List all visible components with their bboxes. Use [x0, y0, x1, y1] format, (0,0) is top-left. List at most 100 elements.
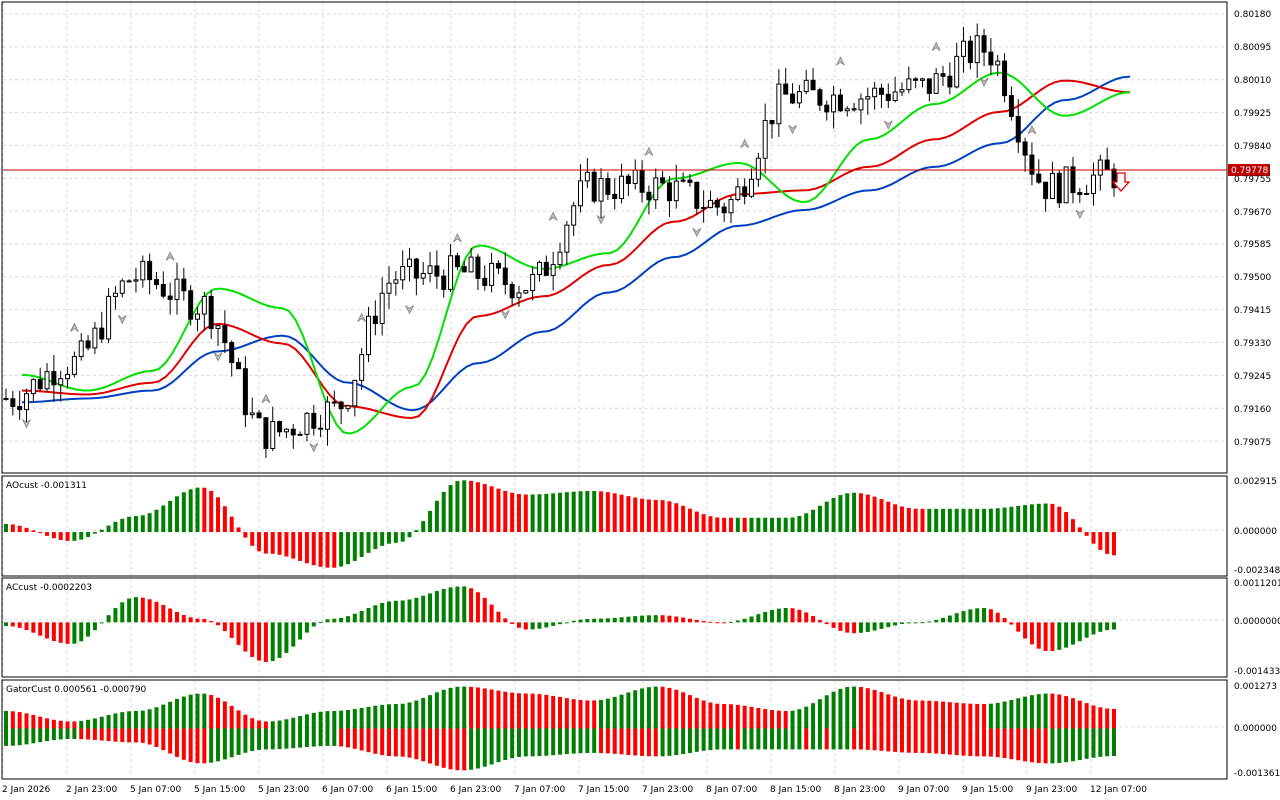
gator-lower-bar [277, 728, 282, 750]
candle-body [817, 89, 823, 106]
ac-bar [106, 615, 111, 623]
gator-upper-bar [626, 692, 631, 729]
candle-body [564, 224, 570, 253]
ao-bar [133, 515, 138, 533]
gator-upper-bar [1064, 696, 1069, 729]
candle-body [338, 401, 344, 410]
candle-body [967, 40, 973, 64]
candle-body [434, 265, 440, 277]
candle-body [140, 260, 146, 281]
gator-upper-bar [209, 695, 214, 729]
ac-bar [599, 618, 604, 623]
gator-upper-bar [291, 717, 296, 729]
gator-panel[interactable] [1, 679, 1228, 780]
ao-bar [687, 508, 692, 533]
ao-panel[interactable] [1, 475, 1228, 577]
ac-bar [899, 622, 904, 624]
gator-upper-bar [113, 713, 118, 729]
ao-bar [277, 532, 282, 555]
time-label: 12 Jan 07:00 [1090, 785, 1147, 795]
ao-bar [783, 517, 788, 533]
gator-lower-bar [1050, 728, 1055, 764]
ac-bar [1050, 622, 1055, 652]
ac-bar [756, 614, 761, 623]
gator-upper-bar [4, 710, 8, 729]
candle-body [400, 266, 406, 281]
ac-bar [120, 602, 125, 623]
ac-panel[interactable] [1, 577, 1228, 678]
gator-upper-bar [106, 715, 111, 729]
gator-lower-bar [257, 728, 262, 750]
candlestick-series [3, 23, 1117, 458]
gator-lower-bar [1029, 728, 1034, 763]
ac-bar [523, 622, 528, 630]
price-label: 0.79245 [1234, 372, 1271, 382]
candle-body [495, 262, 501, 269]
ao-bar [913, 508, 918, 533]
candle-body [407, 258, 413, 268]
gator-lower-bar [749, 728, 754, 750]
gator-lower-bar [475, 728, 480, 769]
gator-lower-bar [667, 728, 672, 756]
gator-upper-bar [817, 699, 822, 729]
candle-body [742, 186, 748, 197]
price-label: 0.79415 [1234, 306, 1271, 316]
candle-body [1084, 193, 1090, 196]
ao-bar [127, 516, 132, 533]
gator-lower-bar [216, 728, 221, 762]
ac-bar [941, 617, 946, 623]
ao-bar [345, 532, 350, 565]
ao-bar [756, 517, 761, 533]
ao-bar [10, 524, 15, 533]
candle-body [831, 94, 837, 113]
ac-bar [79, 622, 84, 642]
gator-lower-bar [1098, 728, 1103, 757]
ac-bar [174, 612, 179, 623]
ao-bar [906, 507, 911, 533]
ao-bar [462, 480, 467, 533]
price-label: 0.79925 [1234, 109, 1271, 119]
gator-upper-bar [1098, 707, 1103, 729]
ao-bar [92, 532, 97, 534]
gator-lower-bar [161, 728, 166, 751]
gator-lower-bar [202, 728, 207, 764]
candle-body [489, 262, 495, 286]
gator-upper-bar [681, 692, 686, 729]
gator-lower-bar [1057, 728, 1062, 763]
ao-bar [728, 517, 733, 533]
candle-body [837, 94, 843, 112]
gator-upper-bar [120, 712, 125, 729]
ao-bar [51, 532, 56, 539]
ao-bar [284, 532, 289, 557]
ac-bar [749, 616, 754, 623]
gator-lower-bar [222, 728, 227, 760]
gator-lower-bar [393, 728, 398, 757]
ac-bar [646, 615, 651, 623]
main-price-panel[interactable] [1, 1, 1228, 474]
candle-body [721, 206, 727, 214]
ao-bar [339, 532, 344, 567]
gator-upper-bar [790, 710, 795, 729]
candle-body [160, 283, 166, 297]
candle-body [1111, 168, 1117, 189]
candle-body [263, 417, 269, 449]
candle-body [858, 98, 864, 111]
gator-lower-bar [1023, 728, 1028, 762]
price-label: 0.79160 [1234, 405, 1271, 415]
ao-bar [653, 499, 658, 533]
gator-upper-bar [968, 703, 973, 729]
gator-upper-bar [202, 693, 207, 729]
gator-lower-bar [783, 728, 788, 750]
time-label: 6 Jan 15:00 [386, 785, 438, 795]
gator-upper-bar [161, 704, 166, 729]
candle-body [632, 169, 638, 184]
ao-bar [920, 508, 925, 533]
gator-lower-bar [65, 728, 70, 739]
gator-upper-bar [311, 712, 316, 729]
gator-upper-bar [558, 697, 562, 729]
ac-indicator-label: ACcust -0.0002203 [6, 583, 92, 593]
gator-lower-bar [633, 728, 638, 756]
ac-bar [489, 604, 494, 623]
grid-lines [2, 3, 1226, 778]
